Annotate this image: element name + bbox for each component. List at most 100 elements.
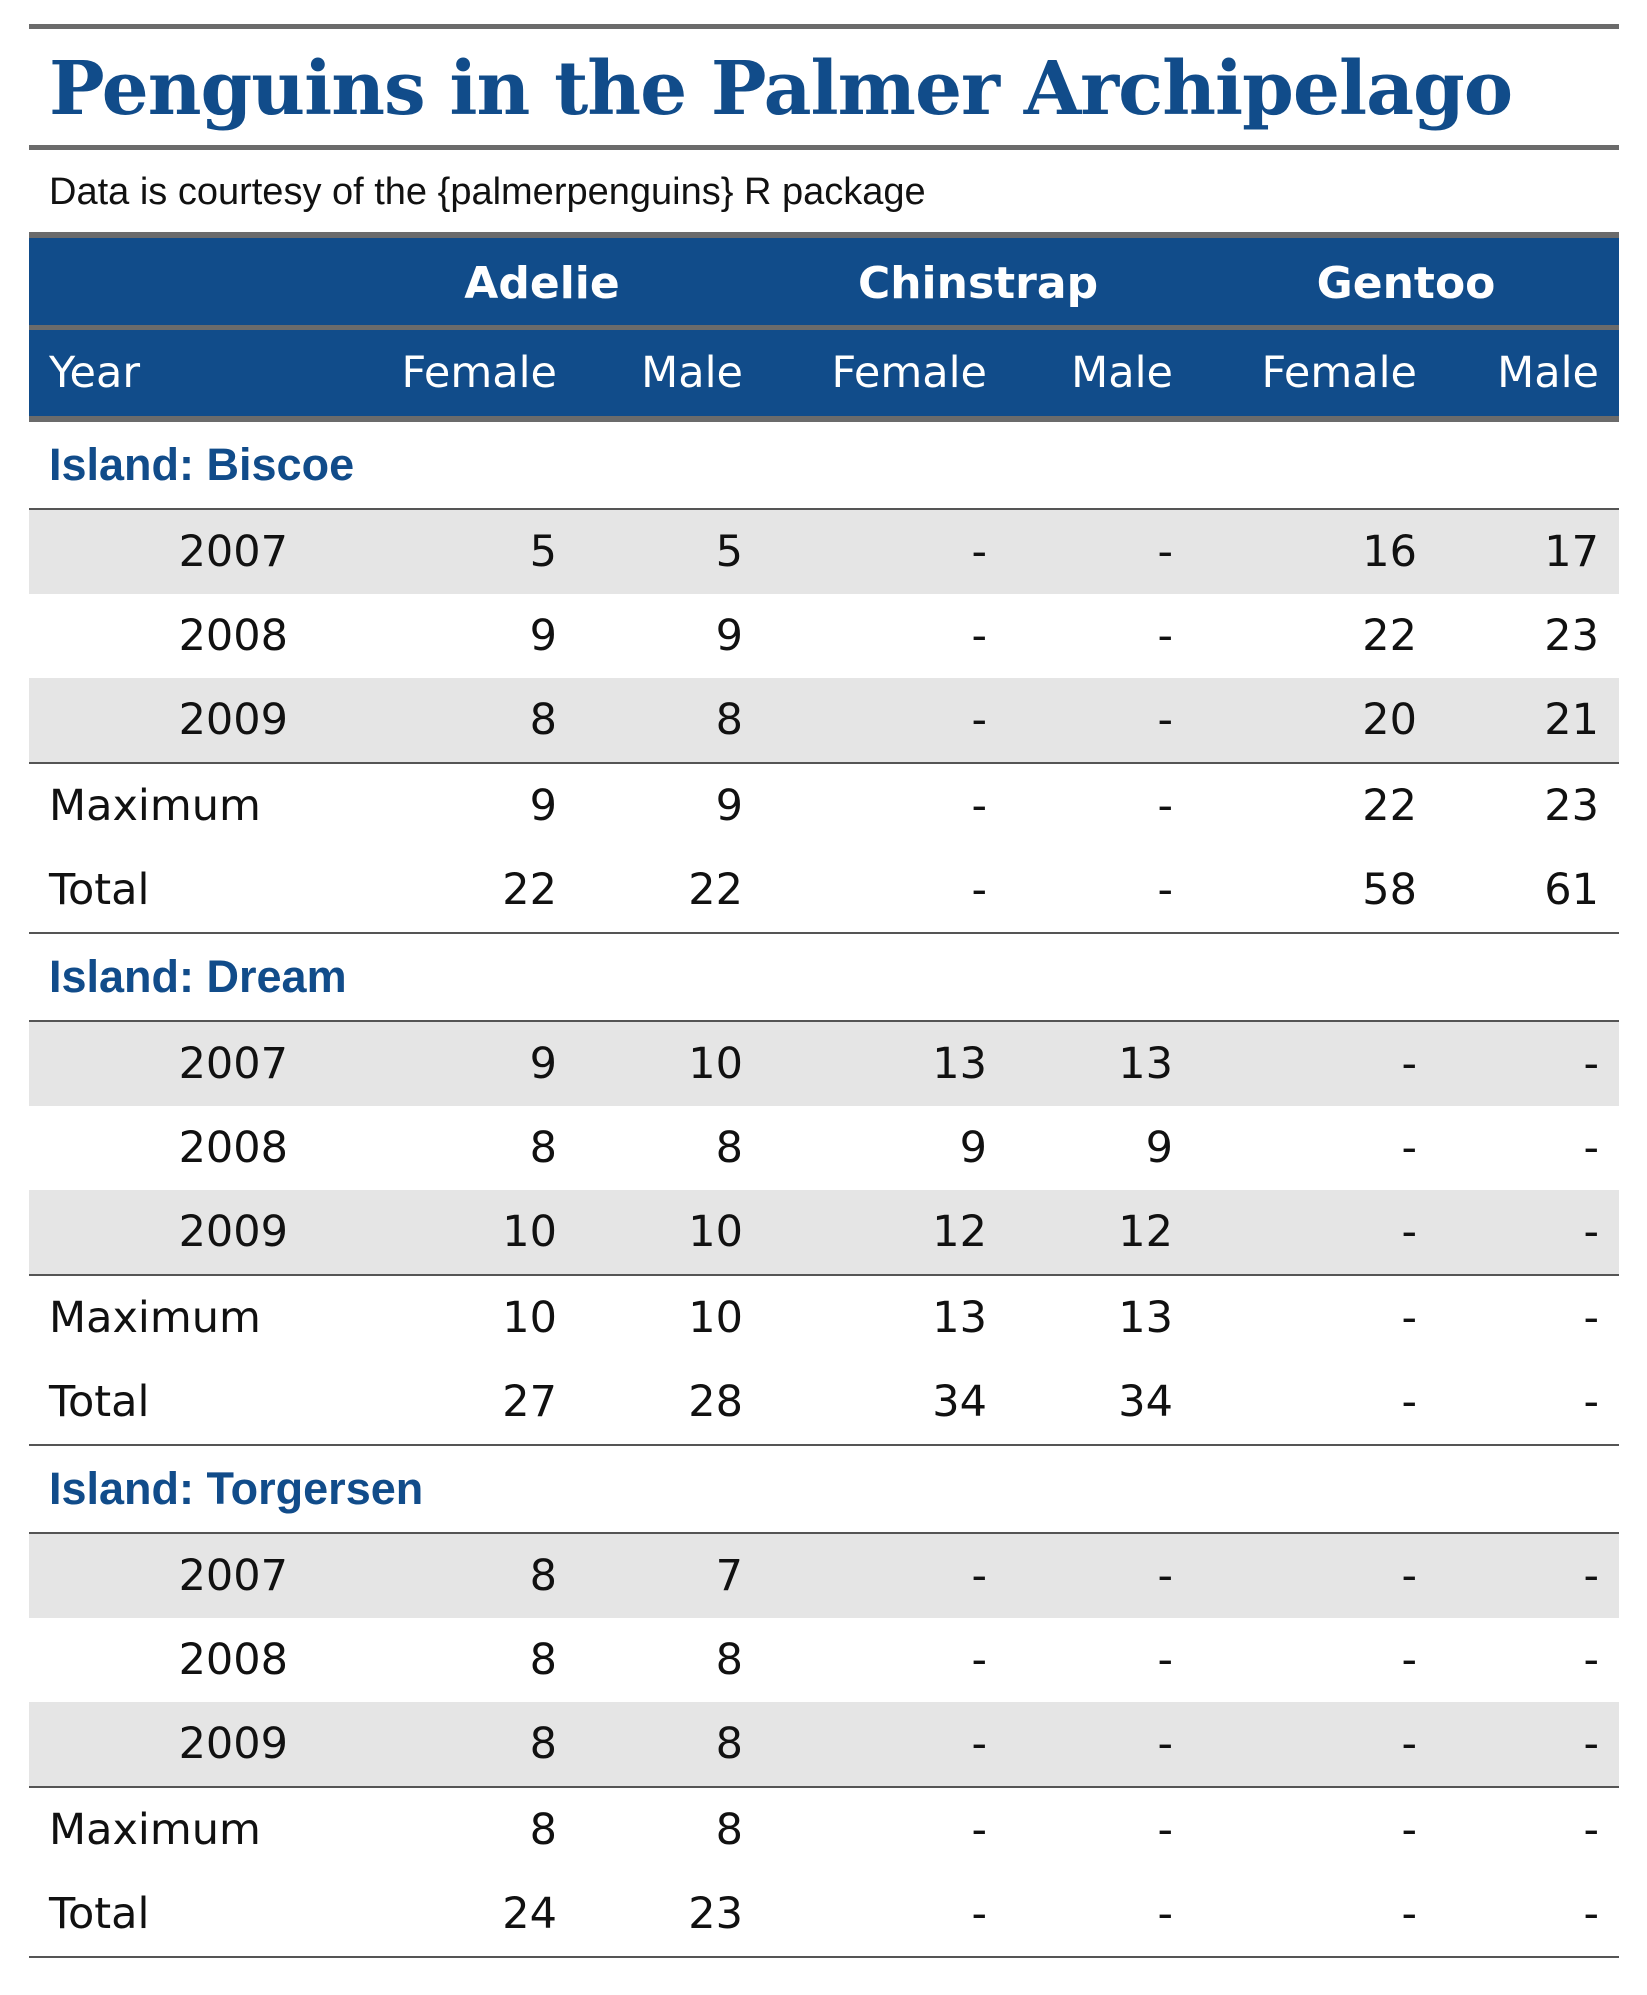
table-row: 2009 8 8- - - - <box>29 1702 1620 1788</box>
summary-label: Maximum <box>49 1293 261 1343</box>
header-separator <box>29 325 1620 332</box>
cell-adelie-female: 9 <box>529 611 557 661</box>
summary-cell-chinstrap-female: - <box>763 1872 1007 1958</box>
cell-gentoo-male: - <box>1437 1533 1620 1618</box>
cell-chinstrap-female: - <box>763 1533 1007 1618</box>
year-cell: 2007 <box>29 1533 321 1618</box>
summary-cell-adelie-male: 10 <box>688 1293 743 1343</box>
summary-cell-chinstrap-female: - <box>971 781 987 831</box>
summary-row: Maximum 9 9 - - 22 23 <box>29 763 1619 848</box>
summary-cell-gentoo-male: 23 <box>1544 781 1600 831</box>
species-header-chinstrap: Chinstrap <box>763 238 1194 328</box>
cell-chinstrap-male: 9 <box>1145 1123 1174 1173</box>
cell-chinstrap-female: - <box>971 611 987 661</box>
summary-label: Total <box>29 1872 321 1958</box>
summary-cell-gentoo-male: 61 <box>1437 848 1620 934</box>
table-row: 2008 9 9 - - 22 23 <box>29 594 1619 678</box>
table-row: 2009 10 10 12 12- - <box>29 1190 1620 1276</box>
summary-cell-chinstrap-male: - <box>1007 1872 1194 1958</box>
cell-chinstrap-male: 12 <box>1007 1190 1194 1276</box>
table-row: 2007 5 5- -16 17 <box>29 509 1620 594</box>
cell-chinstrap-male: - <box>1157 611 1174 661</box>
table-row: 2007 9 10 13 13- - <box>29 1021 1620 1106</box>
penguin-table-card: Penguins in the Palmer Archipelago Data … <box>29 24 1620 1958</box>
cell-chinstrap-male: - <box>1007 1533 1194 1618</box>
cell-adelie-male: 8 <box>715 1635 743 1685</box>
cell-chinstrap-female: - <box>763 1702 1007 1788</box>
group-header-row: Island: Torgersen <box>29 1445 1620 1534</box>
cell-adelie-female: 8 <box>321 1702 577 1788</box>
cell-adelie-female: 8 <box>321 678 577 764</box>
summary-cell-gentoo-male: - <box>1437 1360 1620 1446</box>
cell-adelie-male: 9 <box>715 611 743 661</box>
summary-row: Maximum 10 10 13 13 - - <box>29 1275 1619 1360</box>
summary-cell-adelie-male: 22 <box>577 848 763 934</box>
summary-cell-gentoo-female: 58 <box>1193 848 1438 934</box>
cell-gentoo-female: 20 <box>1193 678 1438 764</box>
cell-gentoo-female: - <box>1193 1021 1438 1106</box>
group-header-row: Island: Dream <box>29 933 1620 1022</box>
cell-chinstrap-female: - <box>763 678 1007 764</box>
cell-gentoo-female: 22 <box>1362 611 1418 661</box>
summary-cell-chinstrap-female: - <box>763 848 1007 934</box>
table-row: 2007 8 7- - - - <box>29 1533 1620 1618</box>
summary-cell-gentoo-male: - <box>1583 1805 1600 1855</box>
summary-cell-adelie-female: 27 <box>321 1360 577 1446</box>
year-cell: 2009 <box>29 1190 321 1276</box>
table-subtitle: Data is courtesy of the {palmerpenguins}… <box>49 171 926 213</box>
summary-cell-gentoo-female: - <box>1401 1293 1418 1343</box>
group-label: Island: Torgersen <box>29 1445 1620 1534</box>
summary-cell-chinstrap-male: - <box>1157 781 1174 831</box>
summary-cell-adelie-female: 10 <box>502 1293 557 1343</box>
group-label: Island: Dream <box>29 933 1620 1022</box>
column-header-gentoo-female: Female <box>1193 330 1438 419</box>
summary-row: Maximum 8 8 - - - - <box>29 1787 1619 1872</box>
cell-gentoo-female: 16 <box>1193 509 1438 594</box>
year-cell: 2008 <box>178 611 288 661</box>
summary-cell-adelie-male: 23 <box>577 1872 763 1958</box>
penguin-count-table: Adelie Chinstrap Gentoo Year Female Male… <box>29 238 1620 1958</box>
cell-adelie-female: 8 <box>321 1533 577 1618</box>
summary-cell-adelie-female: 8 <box>529 1805 557 1855</box>
cell-chinstrap-female: 12 <box>763 1190 1007 1276</box>
cell-adelie-male: 8 <box>577 1702 763 1788</box>
species-header-gentoo: Gentoo <box>1193 238 1620 328</box>
cell-gentoo-male: 17 <box>1437 509 1620 594</box>
cell-adelie-male: 8 <box>577 678 763 764</box>
cell-adelie-male: 7 <box>577 1533 763 1618</box>
species-header-row: Adelie Chinstrap Gentoo <box>29 238 1620 328</box>
cell-chinstrap-female: 13 <box>763 1021 1007 1106</box>
summary-row: Total 27 28 34 34- - <box>29 1360 1620 1446</box>
year-cell: 2009 <box>29 678 321 764</box>
column-header-year: Year <box>29 330 321 419</box>
table-row: 2008 8 8 - - - - <box>29 1618 1619 1702</box>
summary-cell-gentoo-female: - <box>1401 1805 1418 1855</box>
table-row: 2009 8 8- -20 21 <box>29 678 1620 764</box>
cell-gentoo-female: - <box>1401 1635 1418 1685</box>
cell-chinstrap-male: - <box>1007 509 1194 594</box>
summary-cell-gentoo-male: - <box>1437 1872 1620 1958</box>
column-header-chinstrap-male: Male <box>1007 330 1194 419</box>
summary-row: Total 24 23- - - - <box>29 1872 1620 1958</box>
cell-gentoo-male: - <box>1583 1123 1600 1173</box>
summary-cell-adelie-male: 9 <box>715 781 743 831</box>
summary-cell-gentoo-female: - <box>1193 1872 1438 1958</box>
cell-adelie-female: 8 <box>529 1635 557 1685</box>
summary-label: Total <box>29 848 321 934</box>
cell-gentoo-female: - <box>1193 1533 1438 1618</box>
summary-row: Total 22 22- -58 61 <box>29 848 1620 934</box>
cell-gentoo-male: - <box>1583 1635 1600 1685</box>
top-rule <box>29 24 1619 29</box>
summary-cell-chinstrap-female: 13 <box>932 1293 987 1343</box>
year-cell: 2007 <box>29 1021 321 1106</box>
summary-cell-adelie-female: 9 <box>529 781 557 831</box>
cell-adelie-female: 10 <box>321 1190 577 1276</box>
summary-cell-chinstrap-male: - <box>1157 1805 1174 1855</box>
cell-chinstrap-male: - <box>1007 678 1194 764</box>
cell-chinstrap-female: 9 <box>959 1123 987 1173</box>
summary-cell-adelie-female: 22 <box>321 848 577 934</box>
year-cell: 2007 <box>29 509 321 594</box>
cell-adelie-female: 8 <box>529 1123 557 1173</box>
summary-cell-chinstrap-male: 34 <box>1007 1360 1194 1446</box>
summary-cell-adelie-male: 8 <box>715 1805 743 1855</box>
